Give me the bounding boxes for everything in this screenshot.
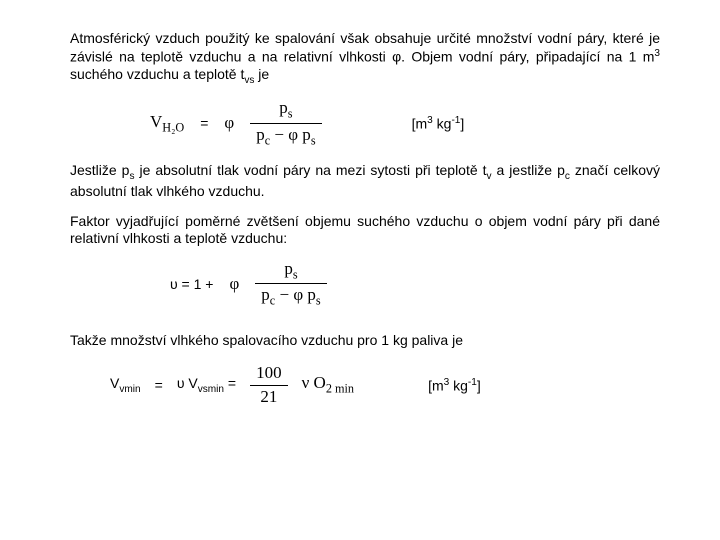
eq1-denominator: pc − φ ps [250,124,321,148]
eq1-num-p: p [279,98,288,117]
eq1-lhs: VH₂O [150,112,184,135]
eq1-numerator: ps [250,99,321,124]
eq1-den-minus: − [274,125,284,144]
eq3-V1-sub: vmin [119,384,140,395]
paragraph-2: Jestliže ps je absolutní tlak vodní páry… [70,162,660,201]
eq2-den-pc-sub: c [270,294,275,308]
u1-c: kg [433,116,452,132]
eq1-phi: φ [224,113,234,133]
u2-a: [m [428,377,444,393]
eq1-den-pc: p [256,125,265,144]
eq2-den-phips: φ p [293,285,316,304]
eq3-num: 100 [250,364,288,386]
p1-sub: vs [244,74,254,85]
eq2-phi: φ [229,274,239,294]
eq3-rhs-sub2: min [335,382,354,396]
p1-sup: 3 [654,48,660,59]
unit-1: [m3 kg-1] [412,115,465,132]
p1-text-c: suchého vzduchu a teplotě t [70,66,244,82]
eq2-den-minus: − [279,285,289,304]
eq1-fraction: ps pc − φ ps [250,99,321,148]
eq2-den-phips-sub: s [316,294,321,308]
eq2-den-pc: p [261,285,270,304]
u1-e: ] [460,116,464,132]
eq1-den-phips-sub: s [311,133,316,147]
eq3-rhs-sub1: 2 [326,382,332,396]
equation-2: υ = 1 + φ ps pc − φ ps [170,260,660,309]
p2-e: a jestliže p [492,162,565,178]
paragraph-1: Atmosférický vzduch použitý ke spalování… [70,30,660,87]
u2-c: kg [449,377,468,393]
eq3-mid-a: υ V [177,375,198,391]
p1-text-a: Atmosférický vzduch použitý ke spalování… [70,30,660,64]
eq2-lhs: υ = 1 + [170,276,213,292]
eq1-V-sub: H₂O [162,120,184,134]
eq3-V1: Vvmin [110,375,141,395]
eq3-eq2: = [224,375,236,391]
eq2-fraction: ps pc − φ ps [255,260,326,309]
equation-1: VH₂O = φ ps pc − φ ps [m3 kg-1] [70,99,660,148]
u2-e: ] [477,377,481,393]
eq1-num-sub: s [288,106,293,120]
eq3-rhs: ν O2 min [302,373,354,396]
u1-a: [m [412,116,428,132]
eq2-num-sub: s [293,267,298,281]
eq3-eq1: = [155,377,163,393]
paragraph-4: Takže množství vlhkého spalovacího vzduc… [70,332,660,350]
p1-text-e: je [254,66,269,82]
u2-d: -1 [468,377,477,388]
eq3-den: 21 [250,386,288,407]
eq1-equals: = [200,115,208,131]
eq2-numerator: ps [255,260,326,285]
eq3-mid: υ Vvsmin = [177,375,236,395]
eq3-mid-sub: vsmin [198,384,224,395]
unit-2: [m3 kg-1] [428,377,481,394]
eq1-den-phips: φ p [288,125,311,144]
eq2-num-p: p [284,259,293,278]
eq3-fraction: 100 21 [250,364,288,406]
p2-c: je absolutní tlak vodní páry na mezi syt… [135,162,487,178]
eq3-rhs-sub: 2 min [326,382,354,396]
eq1-V: V [150,112,162,131]
equation-3: Vvmin = υ Vvsmin = 100 21 ν O2 min [m3 k… [110,364,660,406]
eq3-V1-v: V [110,375,119,391]
paragraph-3: Faktor vyjadřující poměrné zvětšení obje… [70,213,660,248]
eq3-rhs-a: ν O [302,373,326,392]
eq1-den-pc-sub: c [265,133,270,147]
eq2-denominator: pc − φ ps [255,284,326,308]
p2-a: Jestliže p [70,162,129,178]
